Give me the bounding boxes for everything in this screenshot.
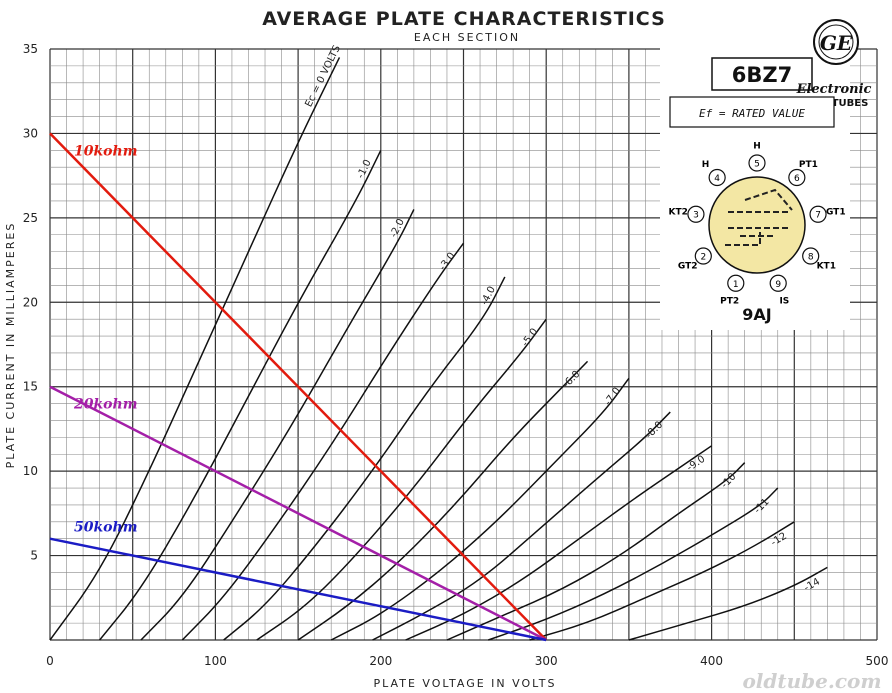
curve-label: -5.0: [520, 327, 540, 349]
curve-label: -7.0: [603, 386, 623, 408]
x-tick-label: 500: [866, 654, 889, 668]
tube-curve: [330, 377, 630, 641]
tube-curve: [99, 149, 382, 641]
tube-curve: [140, 209, 415, 641]
tube-type: 6BZ7: [732, 63, 792, 87]
load-line: [49, 537, 547, 642]
chart-grid: [49, 48, 878, 641]
pin-name: PT2: [720, 297, 739, 307]
pin-circle: [748, 154, 766, 172]
tube-curve: [628, 566, 828, 641]
x-tick-label: 0: [46, 654, 54, 668]
x-tick-label: 400: [700, 654, 723, 668]
brand-sub: TUBES: [832, 98, 869, 109]
pin-number: 7: [815, 211, 821, 221]
base-envelope: [708, 176, 806, 274]
x-tick-labels: 0 100 200 300 400 500: [46, 654, 888, 668]
tube-curve: [488, 487, 779, 641]
tube-type-box: [711, 57, 813, 91]
brand-name: Electronic: [796, 82, 872, 97]
pin-number: 9: [775, 280, 781, 290]
x-tick-label: 200: [369, 654, 392, 668]
y-tick-label: 20: [23, 295, 38, 309]
pin-name: IS: [779, 297, 789, 307]
curve-label: -12: [769, 531, 789, 549]
load-line-label: 50kohm: [74, 520, 138, 536]
pin-name: KT2: [669, 208, 688, 218]
y-axis-label: PLATE CURRENT IN MILLIAMPERES: [4, 222, 17, 469]
tube-curve: [529, 521, 795, 641]
y-tick-label: 15: [23, 380, 38, 394]
tube-curve: [372, 411, 671, 641]
basing-code: 9AJ: [742, 305, 771, 324]
pin-name: H: [702, 160, 710, 170]
pin-circle: [802, 247, 820, 265]
load-line-label: 10kohm: [74, 143, 138, 159]
y-tick-label: 5: [30, 549, 38, 563]
pin-circle: [788, 168, 806, 187]
tube-curve: [181, 242, 465, 641]
tube-curve: [446, 462, 746, 641]
heater-note: Ef = RATED VALUE: [699, 107, 805, 120]
pin-circle: [727, 274, 745, 292]
pin-name: PT1: [799, 160, 818, 170]
pin-circle: [694, 247, 712, 265]
x-tick-label: 300: [535, 654, 558, 668]
curve-label: -11: [752, 497, 771, 516]
grid-voltage-curves: [49, 57, 828, 641]
pin-name: H: [753, 142, 761, 152]
pin-number: 8: [808, 253, 814, 263]
pin-number: 6: [794, 174, 800, 184]
pin-circle: [708, 168, 726, 187]
x-axis-label: PLATE VOLTAGE IN VOLTS: [374, 677, 557, 690]
curve-label: Ec = 0 VOLTS: [303, 44, 342, 109]
load-lines: 10kohm 20kohm 50kohm: [49, 132, 548, 642]
base-electrodes: [725, 188, 793, 246]
y-tick-label: 25: [23, 211, 38, 225]
pin-number: 1: [733, 280, 739, 290]
chart-subtitle: EACH SECTION: [414, 31, 520, 44]
load-line: [49, 385, 547, 642]
watermark: oldtube.com: [742, 669, 881, 693]
y-tick-label: 35: [23, 42, 38, 56]
y-tick-label: 30: [23, 126, 38, 140]
pin-number: 2: [700, 253, 706, 263]
y-tick-labels: 5 10 15 20 25 30 35: [23, 42, 38, 563]
x-tick-label: 100: [204, 654, 227, 668]
pin-number: 5: [754, 160, 760, 170]
load-line-label: 20kohm: [73, 397, 138, 413]
tube-curve: [297, 360, 589, 641]
pin-name: KT1: [817, 262, 836, 272]
heater-note-box: [669, 96, 835, 128]
pin-circle: [769, 274, 787, 292]
chart-title: AVERAGE PLATE CHARACTERISTICS: [262, 8, 666, 30]
pin-circle: [809, 205, 827, 223]
pin-name: GT2: [678, 262, 698, 272]
logo-letters: GE: [820, 31, 853, 55]
pin-number: 3: [693, 211, 699, 221]
ge-logo: GE: [813, 19, 859, 65]
tube-curve: [223, 276, 506, 641]
tube-curve: [49, 57, 341, 641]
curve-label: -3.0: [437, 251, 457, 273]
tube-curve: [256, 318, 547, 641]
tube-info-panel: GE 6BZ7 Electronic TUBES Ef = RATED VALU…: [660, 19, 872, 330]
pin-name: GT1: [826, 208, 846, 218]
y-tick-label: 10: [23, 464, 38, 478]
tube-curve: [405, 445, 713, 641]
pin-number: 4: [714, 174, 720, 184]
pin-circle: [687, 205, 705, 223]
load-line: [49, 132, 548, 641]
